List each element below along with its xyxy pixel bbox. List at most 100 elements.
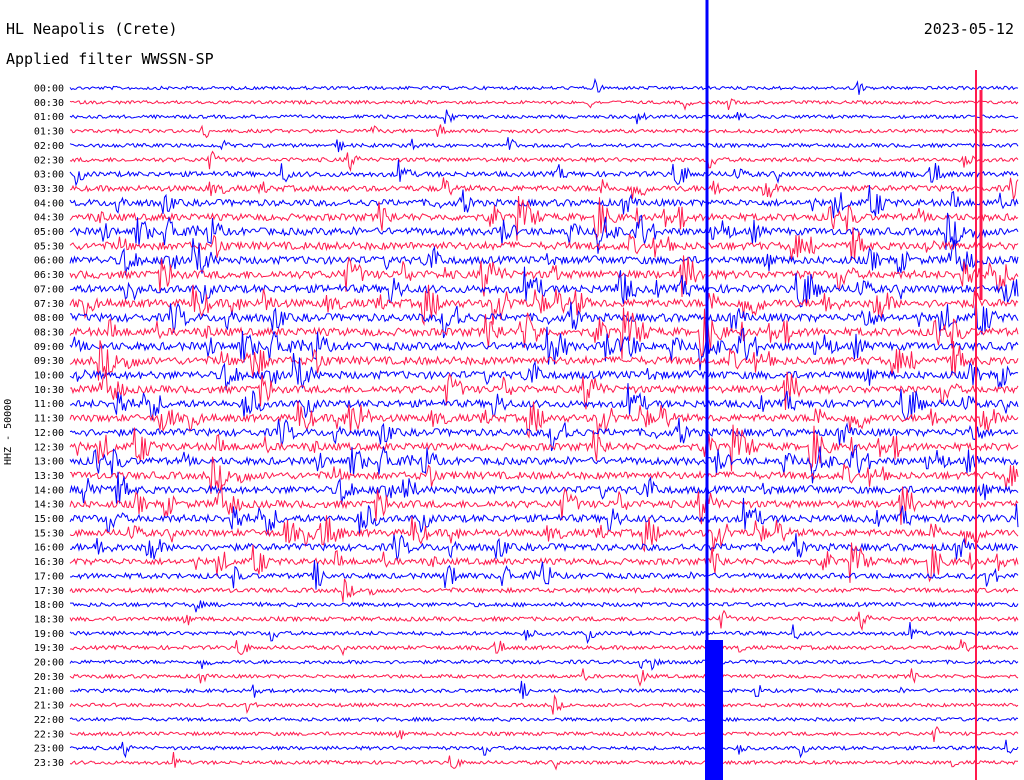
event-spike (705, 0, 709, 780)
trace-line (69, 137, 1019, 153)
trace-line (69, 296, 1019, 339)
trace-line (69, 622, 1019, 645)
trace-line (69, 726, 1019, 742)
trace-line (69, 185, 1019, 219)
row-time-label: 04:00 (34, 198, 64, 209)
row-time-label: 01:00 (34, 112, 64, 123)
trace-line (69, 542, 1019, 583)
row-time-label: 11:00 (34, 399, 64, 410)
row-time-label: 08:00 (34, 313, 64, 324)
trace-line (69, 609, 1019, 632)
trace-line (69, 471, 1019, 505)
row-time-label: 07:30 (34, 299, 64, 310)
row-time-label: 08:30 (34, 327, 64, 338)
trace-line (69, 694, 1019, 715)
trace-line (69, 177, 1019, 200)
trace-line (69, 578, 1019, 602)
row-time-label: 13:30 (34, 471, 64, 482)
row-time-label: 22:00 (34, 715, 64, 726)
trace-line (69, 639, 1019, 657)
row-time-label: 02:30 (34, 155, 64, 166)
row-time-label: 15:30 (34, 528, 64, 539)
event-burst (705, 640, 723, 780)
row-time-label: 19:00 (34, 629, 64, 640)
row-time-label: 14:30 (34, 500, 64, 511)
trace-line (69, 159, 1019, 187)
station-title: HL Neapolis (Crete) (6, 20, 178, 38)
row-time-label: 22:30 (34, 729, 64, 740)
row-time-label: 15:00 (34, 514, 64, 525)
trace-line (69, 255, 1019, 298)
row-time-label: 23:00 (34, 744, 64, 755)
row-time-label: 21:30 (34, 701, 64, 712)
row-time-label: 02:00 (34, 141, 64, 152)
row-time-label: 21:00 (34, 686, 64, 697)
row-time-label: 01:30 (34, 127, 64, 138)
row-time-label: 12:00 (34, 428, 64, 439)
row-time-label: 00:30 (34, 98, 64, 109)
row-time-label: 10:30 (34, 385, 64, 396)
trace-line (69, 444, 1019, 484)
row-time-label: 18:30 (34, 614, 64, 625)
trace-line (69, 559, 1019, 590)
trace-line (69, 497, 1019, 536)
trace-line (69, 98, 1019, 111)
row-time-label: 17:30 (34, 586, 64, 597)
row-time-label: 18:00 (34, 600, 64, 611)
event-spike (979, 90, 983, 300)
row-time-label: 05:30 (34, 241, 64, 252)
trace-line (69, 369, 1019, 411)
trace-line (69, 424, 1019, 472)
trace-line (69, 195, 1019, 241)
row-time-label: 00:00 (34, 84, 64, 95)
trace-line (69, 307, 1019, 359)
trace-line (70, 680, 1019, 699)
trace-line (69, 533, 1019, 561)
trace-line (69, 238, 1019, 276)
trace-line (69, 668, 1019, 687)
trace-line (70, 124, 1019, 139)
row-time-label: 09:00 (34, 342, 64, 353)
trace-line (69, 212, 1019, 254)
trace-line (69, 417, 1019, 452)
row-time-label: 20:00 (34, 658, 64, 669)
row-time-label: 23:30 (34, 758, 64, 769)
trace-line (69, 326, 1019, 371)
row-time-label: 06:30 (34, 270, 64, 281)
row-time-label: 16:30 (34, 557, 64, 568)
trace-line (69, 739, 1019, 759)
trace-line (69, 658, 1019, 671)
row-time-label: 17:00 (34, 571, 64, 582)
trace-line (69, 340, 1019, 381)
row-time-label: 03:00 (34, 170, 64, 181)
trace-line (69, 383, 1019, 421)
row-time-label: 16:00 (34, 543, 64, 554)
trace-line (69, 150, 1019, 173)
row-time-label: 07:00 (34, 284, 64, 295)
row-time-label: 04:30 (34, 213, 64, 224)
trace-line (69, 266, 1019, 308)
trace-line (69, 109, 1019, 125)
row-time-label: 11:30 (34, 414, 64, 425)
filter-label: Applied filter WWSSN-SP (6, 50, 214, 68)
row-time-label: 10:00 (34, 371, 64, 382)
row-time-label: 03:30 (34, 184, 64, 195)
trace-line (69, 400, 1019, 439)
trace-line (69, 716, 1019, 723)
date-label: 2023-05-12 (923, 20, 1014, 38)
trace-line (69, 77, 1019, 95)
row-time-label: 09:30 (34, 356, 64, 367)
trace-line (69, 484, 1019, 525)
trace-line (69, 515, 1019, 553)
trace-line (69, 456, 1019, 494)
trace-line (69, 752, 1019, 771)
trace-line (69, 284, 1019, 327)
trace-line (69, 227, 1019, 261)
trace-line (70, 600, 1019, 613)
row-time-label: 19:30 (34, 643, 64, 654)
row-time-label: 20:30 (34, 672, 64, 683)
row-time-label: 14:00 (34, 485, 64, 496)
event-spike (975, 70, 977, 780)
row-time-label: 13:00 (34, 457, 64, 468)
